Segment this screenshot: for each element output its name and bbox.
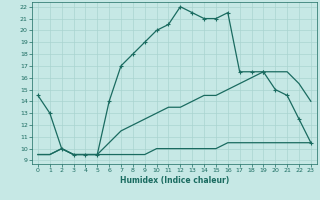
X-axis label: Humidex (Indice chaleur): Humidex (Indice chaleur) xyxy=(120,176,229,185)
